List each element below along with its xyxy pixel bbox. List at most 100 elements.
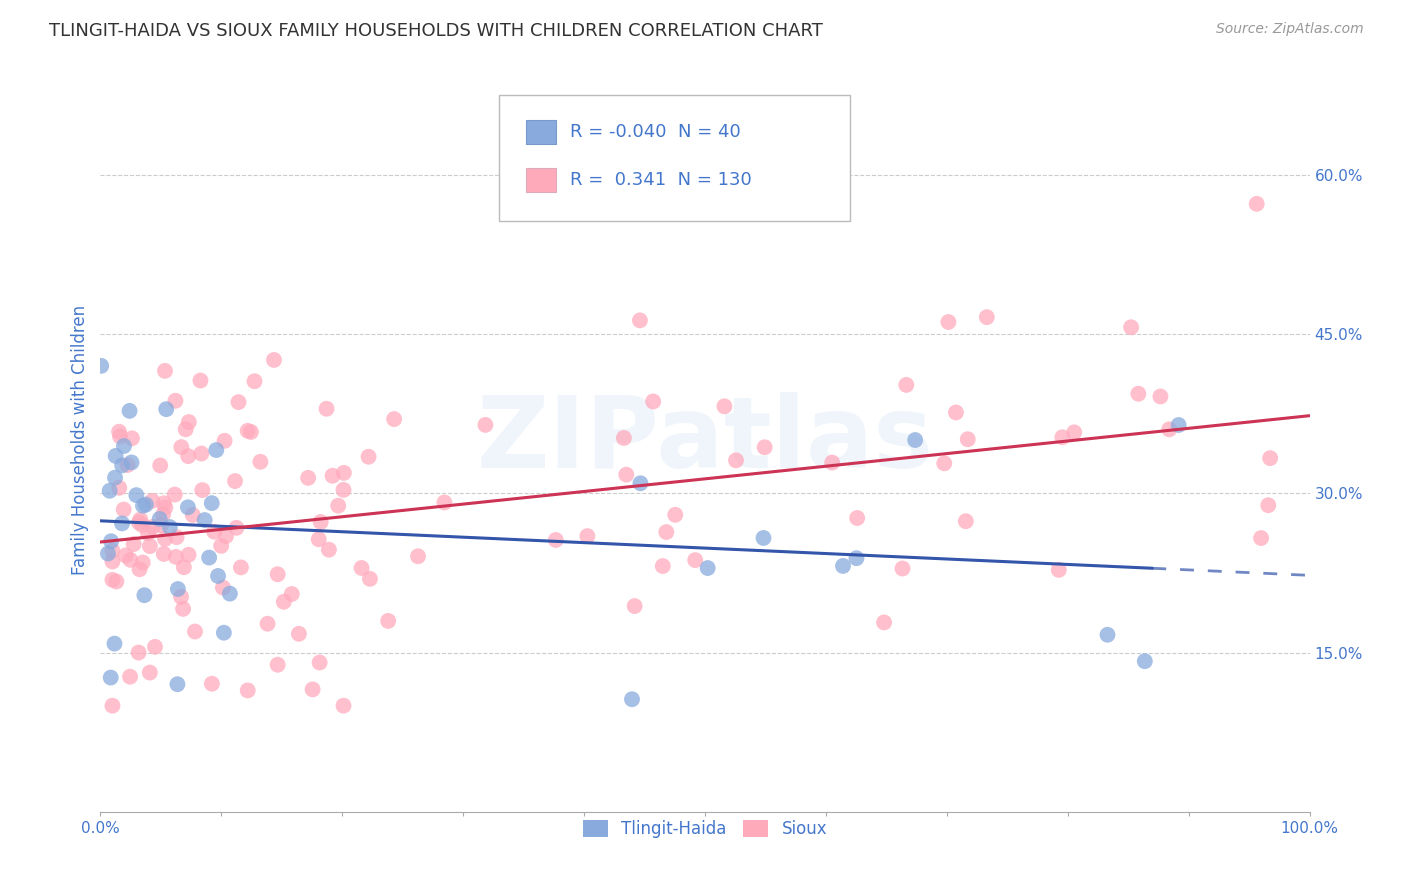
Point bbox=[1063, 425, 1085, 440]
Point bbox=[1097, 628, 1119, 642]
Bar bbox=[526, 168, 557, 192]
Point bbox=[754, 440, 776, 454]
Point bbox=[544, 533, 567, 547]
Point bbox=[170, 590, 193, 604]
Point bbox=[1159, 422, 1181, 436]
Legend: Tlingit-Haida, Sioux: Tlingit-Haida, Sioux bbox=[576, 813, 834, 845]
Point bbox=[153, 532, 176, 546]
Point bbox=[120, 553, 142, 567]
Point bbox=[873, 615, 896, 630]
Point bbox=[90, 359, 112, 373]
Point bbox=[297, 471, 319, 485]
Point bbox=[134, 588, 156, 602]
Point bbox=[655, 524, 678, 539]
Point bbox=[357, 450, 380, 464]
Bar bbox=[526, 120, 557, 144]
Point bbox=[243, 374, 266, 388]
Point bbox=[628, 313, 651, 327]
Point bbox=[1167, 417, 1189, 432]
Point bbox=[891, 561, 914, 575]
Point bbox=[209, 539, 232, 553]
Point bbox=[165, 549, 187, 564]
Point bbox=[315, 401, 337, 416]
Point bbox=[281, 587, 304, 601]
Point bbox=[177, 449, 200, 463]
Point bbox=[125, 488, 148, 502]
Point bbox=[1246, 197, 1268, 211]
Point bbox=[266, 567, 288, 582]
Point bbox=[236, 424, 259, 438]
Point bbox=[664, 508, 686, 522]
Point bbox=[184, 624, 207, 639]
Text: ZIPatlas: ZIPatlas bbox=[477, 392, 934, 489]
Point bbox=[239, 425, 262, 439]
Point bbox=[205, 443, 228, 458]
Point bbox=[249, 455, 271, 469]
Point bbox=[142, 520, 165, 534]
Point bbox=[225, 521, 247, 535]
Point bbox=[114, 549, 136, 563]
Text: R =  0.341  N = 130: R = 0.341 N = 130 bbox=[569, 171, 751, 189]
Point bbox=[159, 520, 181, 534]
Point bbox=[256, 616, 278, 631]
Point bbox=[149, 458, 172, 473]
Point bbox=[112, 502, 135, 516]
Point bbox=[896, 377, 918, 392]
Point bbox=[1133, 654, 1156, 668]
Point bbox=[308, 656, 330, 670]
Point bbox=[152, 508, 174, 522]
Point bbox=[141, 493, 163, 508]
Point bbox=[683, 553, 706, 567]
Point bbox=[1128, 386, 1150, 401]
Point bbox=[143, 640, 166, 654]
Point bbox=[181, 508, 204, 522]
Point bbox=[104, 449, 127, 463]
Point bbox=[301, 682, 323, 697]
Point bbox=[153, 496, 176, 510]
Point bbox=[224, 474, 246, 488]
Point bbox=[377, 614, 399, 628]
Point bbox=[165, 393, 187, 408]
Point bbox=[1149, 389, 1171, 403]
Point bbox=[955, 514, 977, 528]
Point bbox=[132, 499, 155, 513]
Point bbox=[108, 425, 131, 439]
Point bbox=[132, 556, 155, 570]
Point bbox=[153, 364, 176, 378]
Point bbox=[149, 512, 172, 526]
Point bbox=[120, 670, 142, 684]
Point bbox=[433, 495, 456, 509]
Point bbox=[100, 534, 122, 549]
Point bbox=[172, 602, 194, 616]
Point bbox=[121, 431, 143, 445]
Point bbox=[101, 554, 124, 568]
Point bbox=[845, 551, 868, 566]
Point bbox=[623, 599, 645, 613]
Point bbox=[191, 483, 214, 497]
Point bbox=[100, 671, 122, 685]
Point bbox=[229, 560, 252, 574]
Point bbox=[309, 515, 332, 529]
Point bbox=[934, 456, 956, 470]
Point bbox=[382, 412, 405, 426]
Point bbox=[201, 496, 224, 510]
Point bbox=[170, 440, 193, 454]
Point bbox=[139, 539, 162, 553]
Text: TLINGIT-HAIDA VS SIOUX FAMILY HOUSEHOLDS WITH CHILDREN CORRELATION CHART: TLINGIT-HAIDA VS SIOUX FAMILY HOUSEHOLDS… bbox=[49, 22, 823, 40]
Point bbox=[163, 487, 186, 501]
Point bbox=[128, 562, 150, 576]
Point bbox=[214, 434, 236, 448]
Point bbox=[266, 657, 288, 672]
Point bbox=[696, 561, 718, 575]
Point bbox=[122, 537, 145, 551]
Point bbox=[1047, 563, 1070, 577]
Point bbox=[101, 698, 124, 713]
Point bbox=[118, 404, 141, 418]
Point bbox=[128, 516, 150, 530]
Point bbox=[207, 569, 229, 583]
Point bbox=[135, 498, 157, 512]
Point bbox=[173, 560, 195, 574]
Point bbox=[105, 574, 128, 589]
Point bbox=[724, 453, 747, 467]
Point bbox=[752, 531, 775, 545]
